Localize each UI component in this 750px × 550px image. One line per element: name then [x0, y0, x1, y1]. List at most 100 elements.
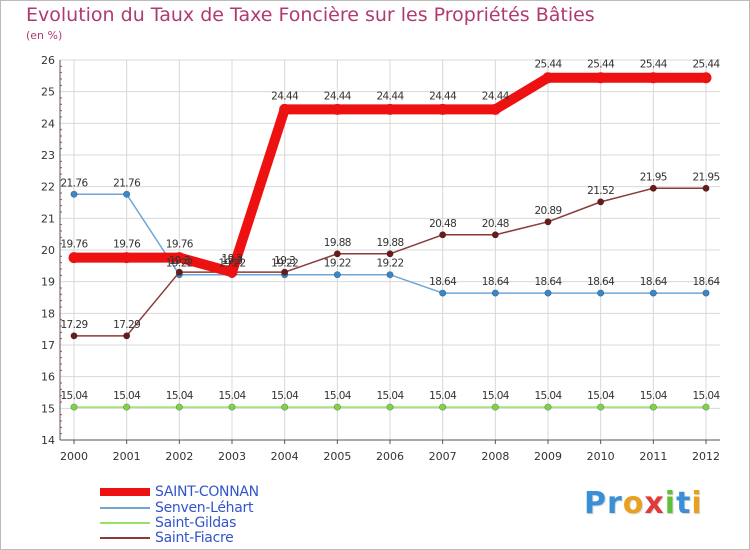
data-label-0: 24.44: [376, 90, 404, 102]
y-tick-label: 24: [41, 117, 55, 130]
logo-letter: P: [584, 486, 607, 521]
series-point-2: [544, 403, 552, 411]
series-point-3: [702, 184, 710, 192]
data-label-1: 21.76: [60, 177, 88, 189]
data-label-1: 19.22: [271, 258, 298, 270]
x-tick-label: 2006: [376, 450, 404, 463]
data-label-1: 19.22: [376, 258, 403, 270]
series-point-1: [70, 190, 78, 198]
series-point-2: [491, 403, 499, 411]
data-label-2: 15.04: [166, 390, 194, 402]
data-label-3: 20.89: [534, 205, 561, 217]
series-point-1: [491, 289, 499, 297]
grid-lines: [60, 59, 720, 441]
series-point-0: [700, 72, 712, 84]
legend-label-saint-fiacre: Saint-Fiacre: [155, 530, 234, 546]
series-point-0: [647, 72, 659, 84]
data-label-0: 19.76: [113, 239, 141, 251]
x-tick-label: 2000: [60, 450, 88, 463]
logo-letter: x: [644, 486, 665, 521]
data-label-3: 20.48: [482, 218, 509, 230]
legend-item-saint-connan[interactable]: SAINT-CONNAN: [100, 484, 259, 500]
legend-item-saint-fiacre[interactable]: Saint-Fiacre: [100, 530, 234, 546]
y-tick-label: 17: [41, 339, 55, 352]
data-label-2: 15.04: [534, 390, 562, 402]
data-label-3: 19.3: [169, 255, 190, 267]
y-tick-label: 18: [41, 307, 55, 320]
data-label-2: 15.04: [640, 390, 668, 402]
series-lines: [68, 72, 712, 411]
y-tick-label: 25: [41, 86, 55, 99]
data-label-0: 19.76: [60, 239, 88, 251]
data-labels: 19.76 19.76 19.76 19.3 24.44 24.44 24.44 24.44 2…: [60, 59, 721, 402]
series-point-3: [649, 184, 657, 192]
data-label-3: 17.29: [113, 319, 140, 331]
legend-swatch-senven-lehart: [100, 507, 150, 509]
series-point-3: [70, 332, 78, 340]
y-tick-label: 16: [41, 371, 55, 384]
x-tick-label: 2003: [218, 450, 246, 463]
legend-label-senven-lehart: Senven-Léhart: [155, 500, 254, 516]
series-point-2: [597, 403, 605, 411]
data-label-2: 15.04: [271, 390, 299, 402]
x-tick-label: 2012: [692, 450, 720, 463]
data-label-3: 21.52: [587, 185, 614, 197]
series-point-2: [281, 403, 289, 411]
series-point-3: [597, 198, 605, 206]
logo-letter: r: [607, 486, 623, 521]
legend-swatch-saint-fiacre: [100, 537, 150, 539]
data-label-3: 21.95: [692, 171, 719, 183]
series-point-2: [702, 403, 710, 411]
series-point-2: [386, 403, 394, 411]
series-point-1: [597, 289, 605, 297]
series-point-0: [68, 252, 80, 264]
data-label-2: 15.04: [482, 390, 510, 402]
x-tick-label: 2011: [639, 450, 667, 463]
data-label-1: 18.64: [534, 276, 562, 288]
y-tick-label: 14: [41, 434, 55, 447]
y-tick-label: 23: [41, 149, 55, 162]
series-point-1: [439, 289, 447, 297]
chart-unit-label: (en %): [26, 29, 63, 42]
series-point-3: [281, 268, 289, 276]
data-label-1: 19.22: [166, 258, 193, 270]
data-label-3: 19.3: [222, 255, 243, 267]
series-point-3: [175, 268, 183, 276]
data-label-3: 17.29: [60, 319, 87, 331]
x-tick-label: 2004: [271, 450, 299, 463]
data-label-1: 19.22: [218, 258, 245, 270]
data-label-0: 25.44: [587, 59, 615, 71]
logo-letter: i: [664, 486, 677, 521]
series-point-1: [702, 289, 710, 297]
data-label-0: 19.76: [166, 239, 194, 251]
series-point-0: [489, 103, 501, 115]
series-point-0: [173, 252, 185, 264]
legend-item-senven-lehart[interactable]: Senven-Léhart: [100, 500, 254, 516]
data-label-1: 18.64: [429, 276, 457, 288]
x-tick-label: 2002: [165, 450, 193, 463]
data-label-0: 25.44: [534, 59, 562, 71]
logo-letter: o: [622, 486, 645, 521]
y-tick-label: 26: [41, 54, 55, 67]
y-tick-label: 22: [41, 181, 55, 194]
x-tick-label: 2001: [113, 450, 141, 463]
series-point-0: [437, 103, 449, 115]
y-tick-label: 19: [41, 276, 55, 289]
legend-item-saint-gildas[interactable]: Saint-Gildas: [100, 515, 237, 531]
data-label-1: 18.64: [692, 276, 720, 288]
data-label-0: 19.3: [222, 253, 243, 265]
legend-swatch-saint-connan: [100, 488, 150, 496]
series-point-3: [491, 231, 499, 239]
data-label-2: 15.04: [376, 390, 404, 402]
series-point-3: [439, 231, 447, 239]
series-point-2: [70, 403, 78, 411]
data-label-3: 19.88: [376, 237, 403, 249]
series-point-3: [544, 218, 552, 226]
x-tick-label: 2010: [587, 450, 615, 463]
series-point-2: [228, 403, 236, 411]
data-label-0: 24.44: [324, 90, 352, 102]
series-point-0: [542, 72, 554, 84]
data-label-1: 21.76: [113, 177, 141, 189]
legend-swatch-saint-gildas: [100, 522, 150, 524]
legend-label-saint-gildas: Saint-Gildas: [155, 515, 237, 531]
